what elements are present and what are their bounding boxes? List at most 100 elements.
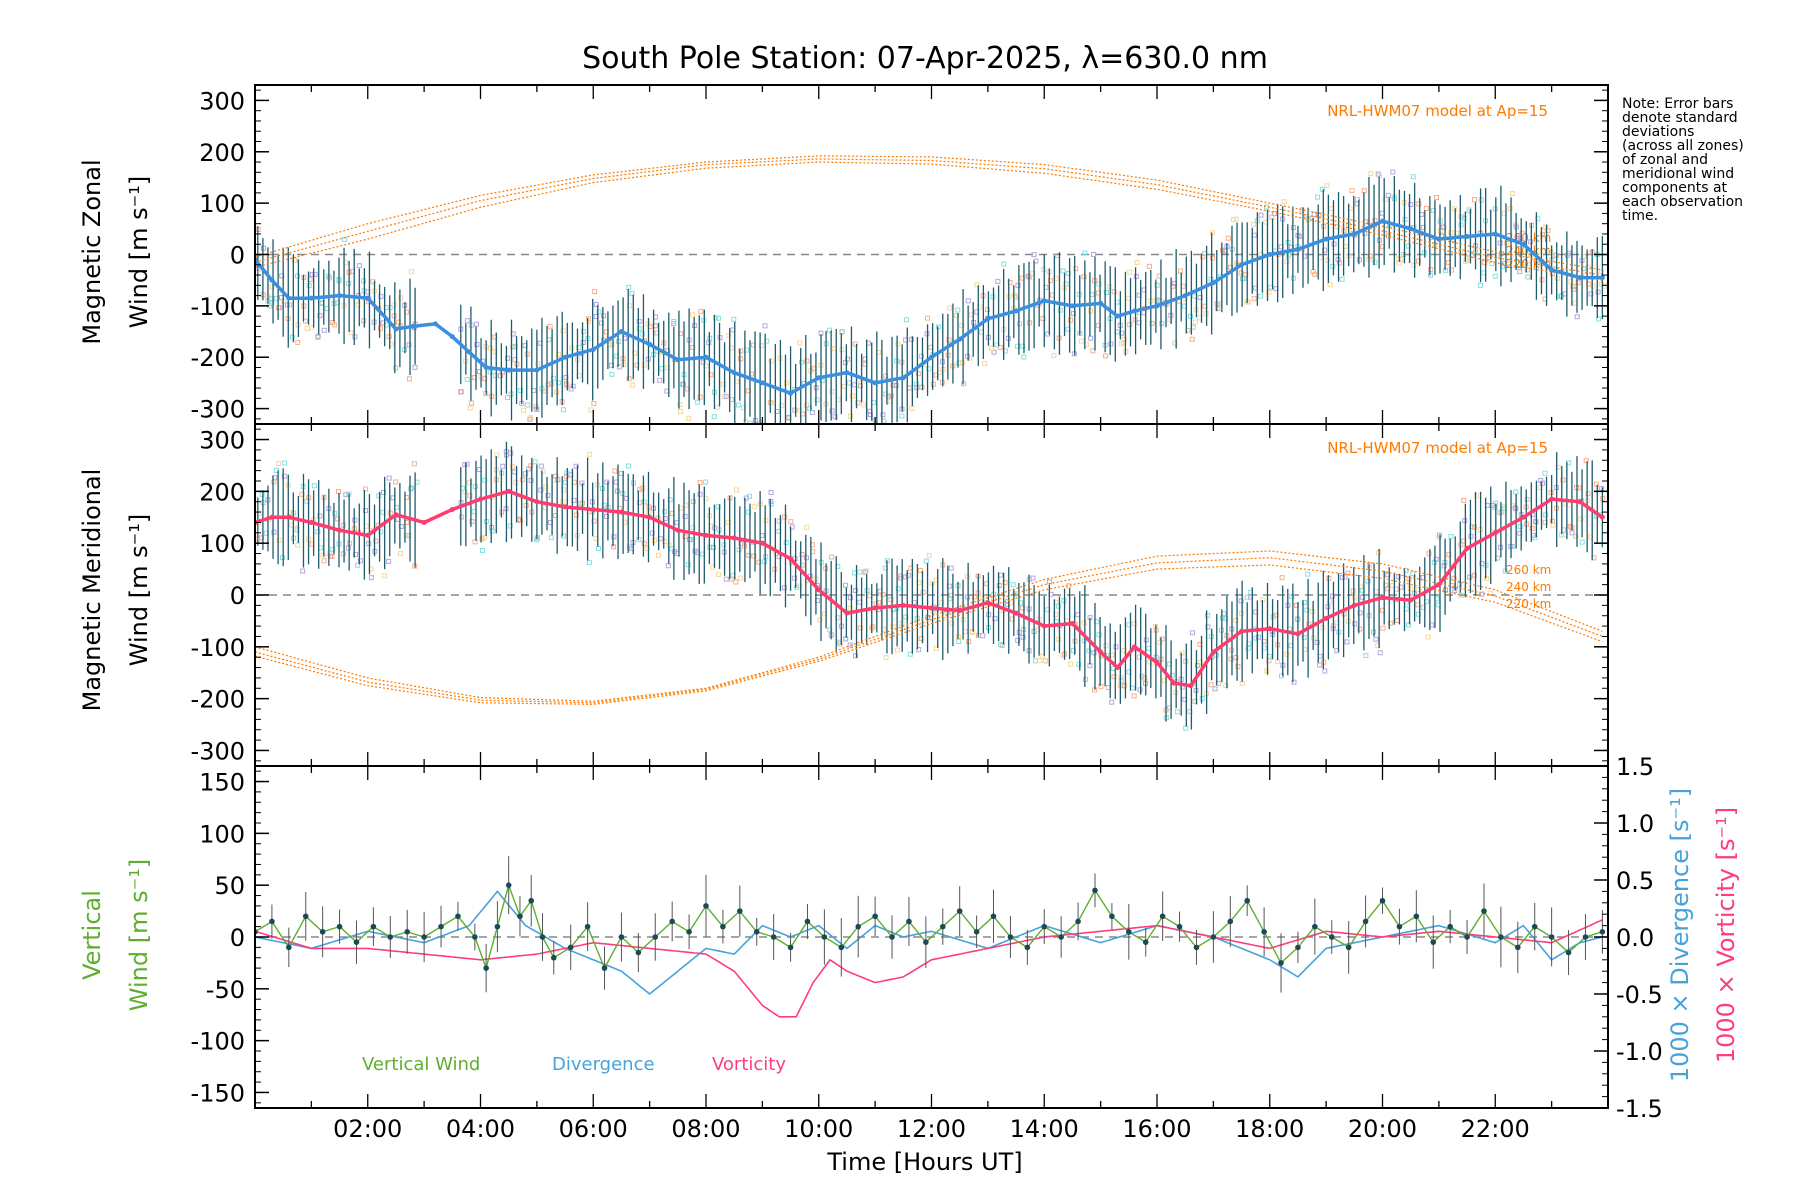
- zonal-panel: 300 200 100 0 -100 -200 -300: [191, 84, 1609, 425]
- meridional-scatter-point: [1599, 486, 1605, 492]
- zonal-scatter-point: [304, 326, 310, 332]
- zonal-scatter-point: [974, 282, 980, 288]
- vert-ylabel-bottom: Wind [m s⁻¹]: [125, 859, 153, 1011]
- meridional-scatter-point: [294, 525, 300, 531]
- meridional-scatter-point: [543, 484, 549, 490]
- zonal-scatter-point: [1082, 250, 1088, 256]
- zonal-scatter-point: [1478, 282, 1484, 288]
- zonal-scatter-point: [1423, 205, 1429, 211]
- vertical-wind-point: [652, 934, 659, 940]
- meridional-scatter-point: [612, 468, 618, 474]
- vertical-wind-point: [1498, 934, 1504, 940]
- zonal-scatter-point: [393, 365, 399, 371]
- zonal-scatter-point: [909, 405, 915, 411]
- meridional-scatter-point: [315, 529, 321, 535]
- zonal-mean-point: [308, 295, 314, 301]
- meridional-mean-point: [900, 602, 906, 608]
- zonal-scatter-point: [1464, 257, 1470, 263]
- meridional-scatter-point: [540, 468, 546, 474]
- meridional-mean-point: [957, 608, 963, 614]
- zonal-scatter-point: [799, 359, 805, 365]
- vertical-wind-point: [855, 923, 862, 930]
- meridional-scatter-point: [923, 558, 929, 564]
- vert-ylabel-top: Vertical: [78, 890, 106, 980]
- vertical-wind-point: [1582, 934, 1589, 940]
- zonal-mean-point: [703, 354, 709, 360]
- meridional-scatter-point: [1111, 674, 1117, 680]
- zonal-scatter-point: [1311, 211, 1317, 217]
- zonal-mean-point: [393, 326, 399, 332]
- zonal-scatter-point: [596, 309, 602, 315]
- meridional-scatter-point: [480, 547, 486, 553]
- zonal-scatter-point: [294, 273, 300, 279]
- zonal-scatter-point: [804, 402, 810, 408]
- meridional-scatter-point: [1377, 650, 1383, 656]
- zonal-scatter-point: [560, 407, 566, 413]
- zonal-scatter-point: [1396, 256, 1402, 262]
- meridional-scatter-point: [1524, 496, 1530, 502]
- vertical-wind-point: [336, 923, 343, 930]
- meridional-scatter-point: [862, 569, 868, 575]
- zonal-scatter-point: [492, 373, 498, 379]
- meridional-scatter-point: [1086, 648, 1092, 654]
- meridional-tick-label: -200: [191, 686, 245, 714]
- meridional-scatter-point: [880, 592, 886, 598]
- meridional-scatter-point: [1469, 524, 1475, 530]
- vertical-wind-point: [1193, 944, 1200, 951]
- meridional-scatter-point: [1345, 570, 1351, 576]
- vertical-wind-point: [1075, 918, 1081, 925]
- meridional-scatter-point: [1405, 622, 1411, 628]
- meridional-mean-point: [1599, 514, 1605, 520]
- zonal-scatter-point: [467, 405, 473, 411]
- meridional-scatter-point: [853, 587, 859, 593]
- meridional-scatter-point: [362, 507, 368, 513]
- zonal-scatter-point: [609, 342, 615, 348]
- meridional-mean-point: [1013, 610, 1019, 616]
- note-line: components at: [1622, 180, 1728, 196]
- zonal-scatter-point: [592, 289, 598, 295]
- meridional-scatter-point: [1037, 657, 1043, 663]
- vertical-wind-point: [550, 954, 557, 961]
- zonal-scatter-point: [630, 382, 636, 388]
- zonal-scatter-point: [845, 356, 851, 362]
- meridional-scatter-point: [1076, 661, 1082, 667]
- meridional-scatter-point: [1233, 654, 1239, 660]
- zonal-scatter-point: [677, 402, 683, 408]
- vertical-tick-label: 0: [230, 924, 245, 952]
- vertical-wind-point: [1244, 897, 1250, 904]
- meridional-scatter-point: [489, 528, 495, 534]
- meridional-scatter-point: [528, 463, 534, 469]
- zonal-scatter-point: [1103, 353, 1109, 359]
- zonal-scatter-point: [629, 290, 635, 296]
- zonal-scatter-point: [492, 349, 498, 355]
- meridional-mean-point: [1464, 545, 1470, 551]
- x-tick-label: 02:00: [333, 1115, 402, 1143]
- meridional-scatter-point: [964, 574, 970, 580]
- meridional-tick-label: -100: [191, 634, 245, 662]
- meridional-scatter-point: [916, 647, 922, 653]
- zonal-scatter-point: [1339, 276, 1345, 282]
- vertical-wind-point: [438, 923, 444, 930]
- meridional-mean-point: [844, 610, 850, 616]
- note-line: time.: [1622, 208, 1658, 224]
- meridional-scatter-point: [665, 563, 671, 569]
- meridional-scatter-point: [736, 547, 742, 553]
- vertical-plot-area: [255, 856, 1608, 1018]
- zonal-scatter-point: [1111, 289, 1117, 295]
- meridional-scatter-point: [682, 513, 688, 519]
- meridional-mean-point: [449, 507, 455, 512]
- zonal-scatter-point: [1375, 171, 1381, 177]
- meridional-scatter-point: [776, 554, 782, 560]
- zonal-mean-point: [590, 347, 596, 353]
- zonal-scatter-point: [1258, 293, 1264, 299]
- meridional-scatter-point: [1239, 680, 1245, 686]
- zonal-scatter-point: [563, 374, 569, 380]
- zonal-scatter-point: [408, 269, 414, 275]
- zonal-scatter-point: [930, 381, 936, 387]
- zonal-scatter-point: [904, 317, 910, 323]
- zonal-scatter-point: [909, 336, 915, 342]
- zonal-scatter-point: [406, 376, 412, 382]
- meridional-scatter-point: [362, 486, 368, 492]
- meridional-scatter-point: [1020, 634, 1026, 640]
- meridional-scatter-point: [591, 518, 597, 524]
